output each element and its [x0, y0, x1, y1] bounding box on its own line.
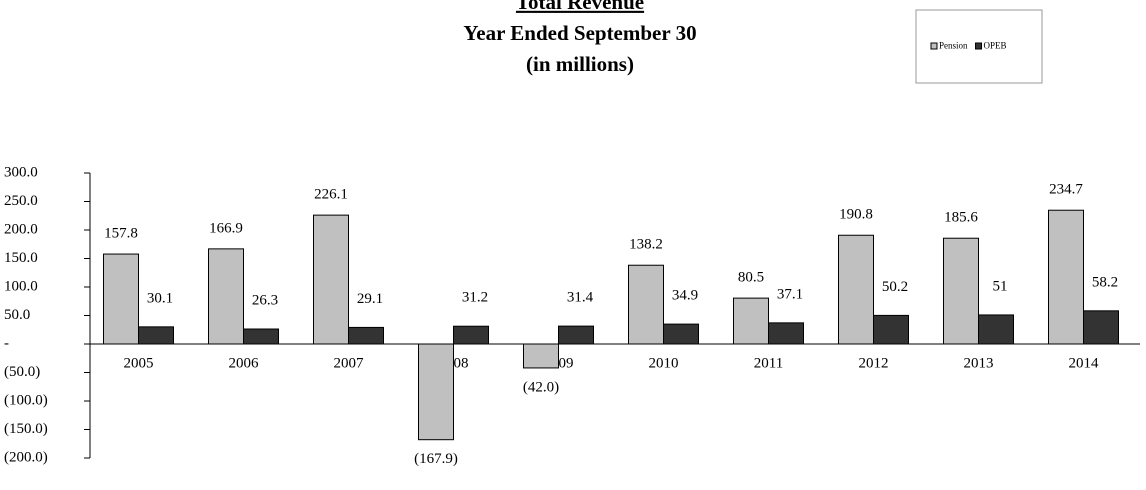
y-tick-label: (150.0) [4, 421, 48, 437]
bar [558, 325, 594, 345]
data-label: 31.2 [462, 290, 488, 306]
data-label: 30.1 [147, 290, 173, 306]
legend-swatch [975, 42, 983, 50]
data-label: 37.1 [777, 286, 803, 302]
bar [1083, 310, 1119, 345]
bar [978, 314, 1014, 345]
data-label: 185.6 [944, 210, 978, 226]
data-label: 190.8 [839, 207, 873, 223]
x-tick-label: 2012 [859, 355, 889, 371]
data-label: 166.9 [209, 220, 243, 236]
legend-label: Pension [939, 41, 968, 51]
y-tick-label: 300.0 [4, 164, 38, 180]
x-tick-label: 2011 [754, 355, 783, 371]
data-label: 157.8 [104, 225, 138, 241]
x-tick-label: 2013 [964, 355, 994, 371]
chart-subtitle: Year Ended September 30 [463, 21, 696, 45]
y-tick-label: 100.0 [4, 278, 38, 294]
bar [348, 326, 384, 345]
legend-label: OPEB [984, 41, 1007, 51]
bar [313, 214, 349, 345]
y-tick-label: (50.0) [4, 364, 40, 380]
data-label: 138.2 [629, 237, 663, 253]
x-tick-label: 2007 [334, 355, 365, 371]
data-label: (167.9) [414, 451, 458, 467]
bar [453, 325, 489, 345]
bar [733, 297, 769, 345]
bar [1048, 209, 1084, 345]
y-tick-label: (200.0) [4, 449, 48, 465]
data-label: 29.1 [357, 291, 383, 307]
bar [208, 248, 244, 345]
x-tick-label: 2014 [1069, 355, 1100, 371]
data-label: 234.7 [1049, 182, 1083, 198]
data-label: 80.5 [738, 270, 764, 286]
data-label: 226.1 [314, 187, 348, 203]
chart-subtitle: (in millions) [526, 52, 634, 76]
data-label: (42.0) [523, 379, 559, 395]
bar [768, 322, 804, 345]
bar [663, 323, 699, 345]
bar [243, 328, 279, 345]
data-label: 51 [993, 278, 1008, 294]
bar [628, 264, 664, 345]
bar [943, 237, 979, 345]
y-tick-label: 150.0 [4, 250, 38, 266]
y-tick-label: 200.0 [4, 221, 38, 237]
bar [418, 343, 454, 441]
y-tick-label: (100.0) [4, 392, 48, 408]
y-tick-label: - [4, 335, 9, 351]
bar [838, 234, 874, 345]
legend-swatch [930, 42, 938, 50]
bar [103, 253, 139, 345]
data-label: 50.2 [882, 279, 908, 295]
data-label: 58.2 [1092, 274, 1118, 290]
x-tick-label: 2005 [124, 355, 154, 371]
x-tick-label: 2010 [649, 355, 679, 371]
bar [523, 343, 559, 369]
chart-title: Total Revenue [516, 0, 644, 14]
y-tick-label: 250.0 [4, 193, 38, 209]
bar [873, 314, 909, 345]
bar [138, 326, 174, 345]
data-label: 34.9 [672, 288, 698, 304]
data-label: 26.3 [252, 292, 278, 308]
data-label: 31.4 [567, 290, 594, 306]
x-tick-label: 2006 [229, 355, 260, 371]
y-tick-label: 50.0 [4, 307, 30, 323]
